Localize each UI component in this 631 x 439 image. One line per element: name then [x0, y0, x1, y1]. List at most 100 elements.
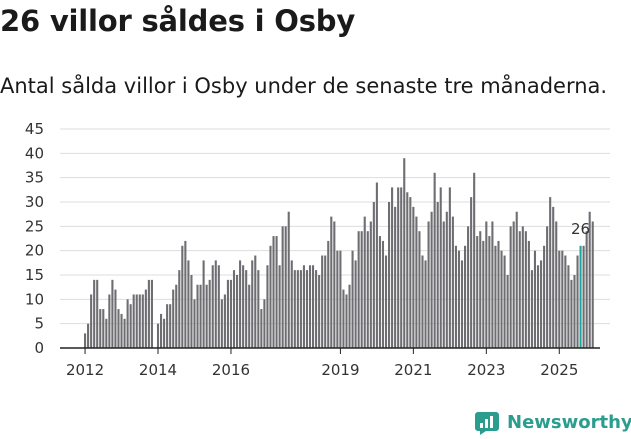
bar: [196, 284, 199, 348]
bar: [275, 236, 278, 348]
bar: [418, 231, 421, 348]
axes: [60, 347, 600, 354]
bar: [211, 265, 214, 348]
bar: [439, 187, 442, 348]
bar: [190, 275, 193, 348]
bar: [129, 304, 132, 348]
bar: [254, 255, 257, 348]
bar: [436, 202, 439, 348]
bar: [485, 221, 488, 348]
bar: [482, 240, 485, 348]
bar: [266, 265, 269, 348]
bar: [497, 240, 500, 348]
bar: [287, 211, 290, 348]
bar: [156, 323, 160, 348]
bar: [318, 275, 321, 348]
bars: [84, 158, 594, 348]
bar: [87, 323, 90, 348]
bar: [172, 289, 175, 348]
bar: [193, 299, 196, 348]
y-tick-label: 20: [25, 242, 44, 260]
bar: [123, 318, 126, 348]
bar: [239, 260, 242, 348]
bar: [229, 279, 233, 348]
bar: [175, 284, 178, 348]
y-tick-label: 30: [25, 193, 44, 211]
bar: [120, 313, 123, 348]
bar: [202, 260, 205, 348]
bar: [576, 255, 579, 348]
bar: [540, 260, 543, 348]
bar: [524, 231, 527, 348]
bar: [96, 279, 99, 348]
bar: [503, 255, 506, 348]
bar: [369, 221, 372, 348]
y-tick-label: 35: [25, 169, 44, 187]
bar: [348, 284, 351, 348]
x-tick-label: 2025: [540, 361, 578, 379]
bar: [169, 304, 172, 348]
bar: [223, 294, 226, 348]
bar: [442, 221, 445, 348]
x-tick-label: 2014: [139, 361, 177, 379]
bar: [494, 245, 497, 348]
bar: [217, 265, 220, 348]
bar: [208, 279, 211, 348]
bar: [582, 245, 585, 348]
bar: [433, 172, 436, 348]
bar: [451, 216, 454, 348]
bar: [457, 250, 461, 348]
x-tick-label: 2023: [467, 361, 505, 379]
bar: [561, 250, 564, 348]
bar: [345, 294, 348, 348]
bar: [552, 206, 555, 348]
bar: [567, 265, 570, 348]
bar: [269, 245, 272, 348]
bar: [467, 226, 470, 348]
newsworthy-icon: [475, 412, 499, 435]
x-tick-label: 2021: [394, 361, 432, 379]
bar: [242, 265, 245, 348]
bar: [166, 304, 169, 348]
bar: [272, 236, 275, 348]
bar: [214, 260, 217, 348]
bar: [114, 289, 117, 348]
bar: [549, 197, 552, 348]
bar: [299, 270, 302, 348]
bar: [263, 299, 266, 348]
bar: [226, 279, 229, 348]
bar: [117, 309, 120, 348]
bar: [351, 250, 354, 348]
bar: [515, 211, 518, 348]
newsworthy-logo[interactable]: Newsworthy: [474, 407, 631, 437]
y-tick-label: 5: [34, 315, 44, 333]
bar: [220, 299, 223, 348]
bar: [339, 250, 342, 348]
bar: [281, 226, 284, 348]
bar: [138, 294, 141, 348]
bar: [245, 270, 248, 348]
bar: [512, 221, 515, 348]
y-tick-label: 0: [34, 339, 44, 357]
bar: [521, 226, 524, 348]
bar: [533, 250, 537, 348]
bar: [470, 197, 473, 348]
bar: [488, 236, 491, 348]
brand-name: Newsworthy: [507, 411, 631, 433]
bar: [141, 294, 144, 348]
bar: [573, 275, 576, 348]
bar: [330, 216, 333, 348]
bar: [378, 236, 381, 348]
bar: [585, 231, 588, 348]
bar: [135, 294, 138, 348]
bar-annotation-label: 26: [571, 220, 590, 238]
bar: [248, 284, 251, 348]
bar: [500, 250, 503, 348]
bar: [400, 187, 403, 348]
bar: [473, 172, 476, 348]
bar: [147, 279, 150, 348]
bar: [381, 240, 385, 348]
bar: [424, 260, 427, 348]
bar: [430, 211, 433, 348]
